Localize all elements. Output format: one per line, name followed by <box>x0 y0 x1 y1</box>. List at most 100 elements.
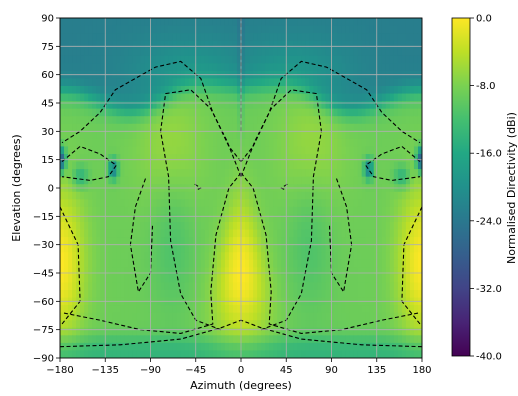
heatmap-cell <box>413 267 419 276</box>
heatmap-cell <box>273 274 278 284</box>
heatmap-cell <box>184 78 190 87</box>
heatmap-cell <box>353 101 359 110</box>
heatmap-cell <box>397 108 403 117</box>
heatmap-cell <box>160 131 166 140</box>
heatmap-cell <box>241 25 246 34</box>
heatmap-cell <box>289 131 294 140</box>
heatmap-cell <box>393 176 399 185</box>
heatmap-cell <box>297 259 302 268</box>
heatmap-cell <box>176 138 182 148</box>
heatmap-cell <box>261 290 266 299</box>
heatmap-cell <box>224 108 230 117</box>
heatmap-cell <box>373 274 379 284</box>
heatmap-cell <box>64 116 69 125</box>
heatmap-cell <box>116 229 121 238</box>
heatmap-cell <box>361 244 367 253</box>
heatmap-cell <box>297 199 302 208</box>
heatmap-cell <box>321 252 327 261</box>
heatmap-cell <box>361 48 367 57</box>
heatmap-cell <box>353 222 359 231</box>
heatmap-cell <box>120 169 125 178</box>
heatmap-cell <box>60 63 65 72</box>
heatmap-cell <box>381 320 387 329</box>
heatmap-cell <box>192 335 198 344</box>
heatmap-cell <box>405 33 411 42</box>
heatmap-cell <box>293 237 298 246</box>
heatmap-cell <box>317 305 323 314</box>
heatmap-cell <box>293 274 298 284</box>
heatmap-cell <box>192 199 198 208</box>
heatmap-cell <box>84 252 89 261</box>
heatmap-cell <box>305 342 310 352</box>
heatmap-cell <box>136 305 142 314</box>
heatmap-cell <box>64 101 69 110</box>
heatmap-cell <box>164 55 170 64</box>
heatmap-cell <box>172 342 178 352</box>
heatmap-cell <box>176 312 182 321</box>
heatmap-cell <box>100 86 105 95</box>
heatmap-cell <box>136 116 142 125</box>
heatmap-cell <box>116 274 121 284</box>
heatmap-cell <box>112 101 117 110</box>
heatmap-cell <box>341 78 347 87</box>
heatmap-cell <box>365 267 371 276</box>
heatmap-cell <box>68 55 73 64</box>
heatmap-cell <box>325 237 331 246</box>
heatmap-cell <box>156 222 162 231</box>
heatmap-cell <box>317 93 323 102</box>
heatmap-cell <box>361 350 367 358</box>
heatmap-cell <box>269 327 274 336</box>
heatmap-cell <box>204 78 210 87</box>
heatmap-cell <box>265 214 270 223</box>
heatmap-cell <box>345 154 351 163</box>
heatmap-cell <box>204 229 210 238</box>
heatmap-cell <box>60 222 65 231</box>
heatmap-cell <box>188 146 194 155</box>
heatmap-cell <box>200 33 206 42</box>
heatmap-cell <box>297 25 302 34</box>
heatmap-cell <box>168 108 174 117</box>
heatmap-cell <box>212 327 218 336</box>
heatmap-cell <box>164 267 170 276</box>
heatmap-cell <box>112 93 117 102</box>
heatmap-cell <box>112 131 117 140</box>
heatmap-cell <box>397 290 403 299</box>
heatmap-cell <box>401 282 407 291</box>
heatmap-cell <box>200 274 206 284</box>
heatmap-cell <box>265 176 270 185</box>
heatmap-cell <box>409 290 415 299</box>
heatmap-cell <box>405 48 411 57</box>
heatmap-cell <box>188 86 194 95</box>
heatmap-cell <box>249 267 254 276</box>
heatmap-cell <box>100 48 105 57</box>
heatmap-cell <box>273 267 278 276</box>
heatmap-cell <box>188 176 194 185</box>
heatmap-cell <box>349 86 355 95</box>
heatmap-cell <box>273 131 278 140</box>
heatmap-cell <box>361 335 367 344</box>
heatmap-cell <box>220 116 226 125</box>
heatmap-cell <box>321 206 327 216</box>
heatmap-cell <box>76 229 81 238</box>
heatmap-cell <box>269 18 274 27</box>
heatmap-cell <box>128 63 133 72</box>
heatmap-cell <box>309 116 314 125</box>
heatmap-cell <box>108 101 113 110</box>
heatmap-cell <box>84 206 89 216</box>
heatmap-cell <box>196 146 202 155</box>
heatmap-cell <box>172 282 178 291</box>
heatmap-cell <box>168 55 174 64</box>
heatmap-cell <box>104 222 109 231</box>
heatmap-cell <box>176 320 182 329</box>
heatmap-cell <box>232 199 238 208</box>
heatmap-cell <box>212 18 218 27</box>
heatmap-cell <box>212 267 218 276</box>
heatmap-cell <box>337 161 343 170</box>
heatmap-cell <box>413 327 419 336</box>
heatmap-cell <box>249 176 254 185</box>
heatmap-cell <box>345 199 351 208</box>
heatmap-cell <box>136 206 142 216</box>
heatmap-cell <box>345 237 351 246</box>
heatmap-cell <box>180 146 186 155</box>
heatmap-cell <box>164 169 170 178</box>
